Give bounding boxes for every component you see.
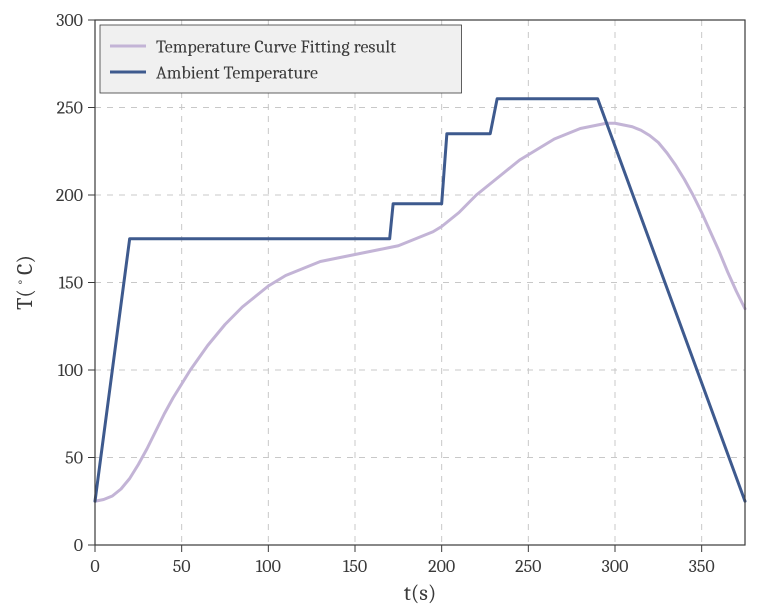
- x-tick-label: 150: [343, 556, 367, 577]
- y-tick-label: 150: [59, 273, 83, 294]
- legend-label: Ambient Temperature: [156, 62, 318, 83]
- y-tick-label: 300: [56, 10, 83, 31]
- x-tick-label: 300: [602, 556, 629, 577]
- legend-label: Temperature Curve Fitting result: [156, 36, 396, 57]
- x-tick-label: 350: [689, 556, 715, 577]
- x-tick-label: 250: [515, 556, 541, 577]
- x-tick-label: 50: [173, 556, 191, 577]
- y-tick-label: 250: [57, 98, 83, 119]
- y-tick-label: 0: [74, 535, 83, 556]
- y-tick-label: 50: [65, 448, 83, 469]
- x-tick-label: 200: [428, 556, 455, 577]
- y-tick-label: 200: [56, 185, 83, 206]
- y-tick-label: 100: [58, 360, 83, 381]
- x-tick-label: 100: [256, 556, 281, 577]
- legend: Temperature Curve Fitting result Ambient …: [100, 25, 462, 93]
- x-tick-label: 0: [90, 556, 99, 577]
- chart-container: 0 50 100 150 200 250 300 350 0 50 100 150 200 250 300 t…: [0, 0, 769, 615]
- temperature-chart: 0 50 100 150 200 250 300 350 0 50 100 150 200 250 300 t…: [0, 0, 769, 615]
- y-axis-label: T( ° C): [12, 255, 38, 310]
- x-axis-label: t(s): [404, 580, 437, 606]
